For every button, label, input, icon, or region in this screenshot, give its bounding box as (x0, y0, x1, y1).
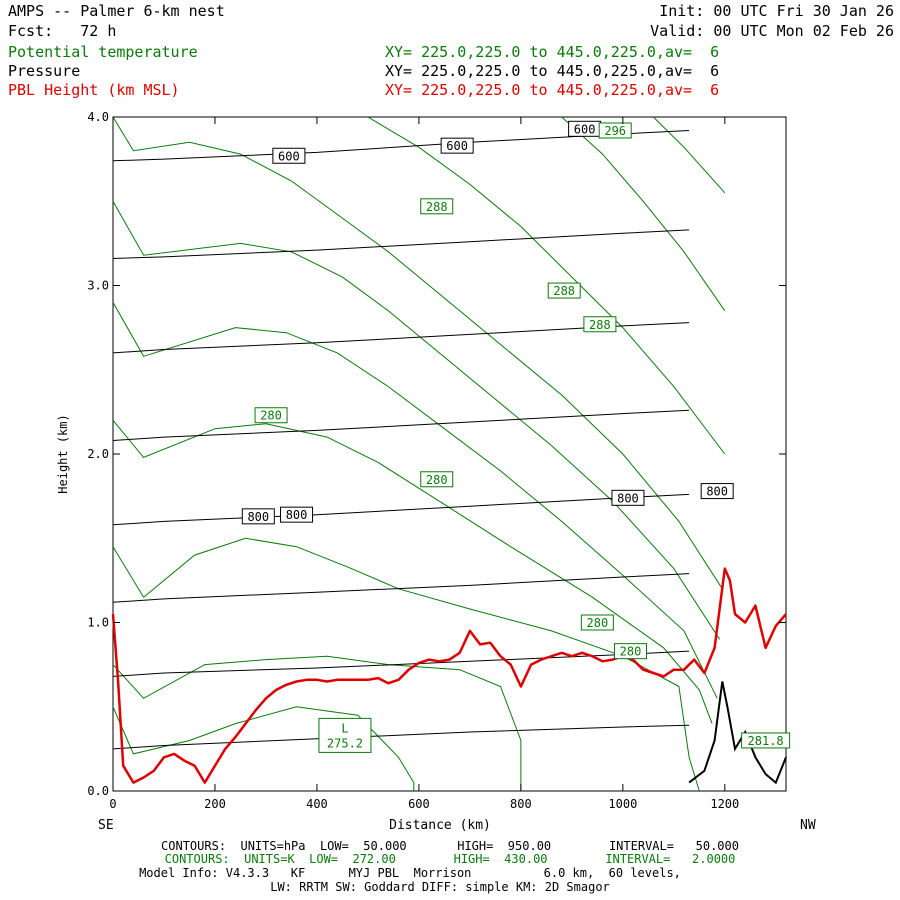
legend-pressure-xy: XY= 225.0,225.0 to 445.0,225.0,av= 6 (385, 62, 720, 80)
pressure-terrain-contour (688, 681, 787, 785)
theta-label-8-box (741, 732, 791, 749)
init-time: Init: 00 UTC Fri 30 Jan 26 (659, 2, 894, 20)
pressure-contour-6 (112, 229, 690, 259)
y-tick-label-2: 2.0 (87, 447, 109, 461)
x-tick-label-4: 800 (510, 797, 532, 811)
theta-label-7: 280 (620, 645, 642, 659)
theta-contour-4 (112, 302, 718, 699)
footer-theta-contours: CONTOURS: UNITS=K LOW= 272.00 HIGH= 430.… (164, 852, 736, 866)
theta-contour-0 (112, 706, 415, 791)
pressure-contour-2 (112, 573, 690, 603)
legend-pbl-name: PBL Height (km MSL) (8, 81, 180, 99)
y-tick-label-1: 1.0 (87, 616, 109, 630)
pressure-label-0: 600 (278, 149, 300, 163)
pbl-height-line (111, 567, 787, 784)
pressure-label-5-box (611, 489, 645, 506)
x-tick-label-5: 1000 (608, 797, 637, 811)
pressure-label-6: 800 (706, 485, 728, 499)
valid-time: Valid: 00 UTC Mon 02 Feb 26 (650, 22, 894, 40)
theta-contour-6 (112, 116, 723, 590)
theta-label-1-box (547, 282, 581, 299)
pressure-label-2: 600 (574, 122, 596, 136)
theta-label-8: 281.8 (748, 734, 784, 748)
low-center-symbol: L (341, 721, 348, 735)
pressure-label-3: 800 (247, 510, 269, 524)
theta-label-5-box (420, 471, 454, 488)
theta-contour-3 (112, 419, 713, 724)
theta-label-6-box (580, 614, 614, 631)
pressure-label-6-box (700, 483, 734, 500)
legend-pressure-name: Pressure (8, 62, 81, 80)
theta-label-2-box (583, 316, 617, 333)
pressure-label-1: 600 (446, 139, 468, 153)
theta-label-1: 288 (553, 284, 575, 298)
pressure-contour-3 (112, 493, 690, 526)
pressure-label-1-box (440, 137, 474, 154)
footer-physics-info: LW: RRTM SW: Goddard DIFF: simple KM: 2D… (270, 880, 610, 894)
y-tick-label-3: 3.0 (87, 279, 109, 293)
x-tick-label-6: 1200 (710, 797, 739, 811)
pressure-contour-5 (112, 322, 690, 354)
x-axis-label: Distance (km) (389, 818, 491, 833)
y-tick-label-0: 0.0 (87, 784, 109, 798)
theta-label-0-box (420, 198, 454, 215)
x-tick-label-2: 400 (306, 797, 328, 811)
x-tick-label-3: 600 (408, 797, 430, 811)
y-axis-label: Height (km) (56, 414, 70, 493)
theta-label-0: 288 (426, 200, 448, 214)
theta-contour-7 (367, 116, 726, 455)
theta-contour-9 (653, 116, 726, 194)
plot-frame (112, 116, 787, 792)
chart-title: AMPS -- Palmer 6-km nest (8, 2, 225, 20)
footer-pressure-contours: CONTOURS: UNITS=hPa LOW= 50.000 HIGH= 95… (161, 839, 739, 853)
theta-contour-5 (112, 201, 721, 640)
pressure-contour-0 (112, 724, 690, 750)
pressure-contour-1 (112, 650, 690, 677)
theta-label-3-box (598, 122, 632, 139)
pressure-label-4: 800 (286, 508, 308, 522)
x-left-end-label: SE (98, 818, 114, 833)
theta-label-7-box (613, 643, 647, 660)
low-center-value: 275.2 (327, 736, 363, 750)
theta-contour-2 (112, 537, 700, 792)
legend-pbl-xy: XY= 225.0,225.0 to 445.0,225.0,av= 6 (385, 81, 720, 99)
x-tick-label-0: 0 (109, 797, 116, 811)
pressure-label-3-box (241, 508, 275, 525)
theta-label-6: 280 (587, 616, 609, 630)
theta-contour-1 (112, 655, 522, 791)
theta-label-5: 280 (426, 473, 448, 487)
pressure-contour-7 (112, 130, 690, 162)
legend-theta-xy: XY= 225.0,225.0 to 445.0,225.0,av= 6 (385, 43, 720, 61)
theta-contour-8 (561, 116, 726, 312)
pressure-contour-4 (112, 409, 690, 441)
legend-theta-name: Potential temperature (8, 43, 198, 61)
forecast-hour: Fcst: 72 h (8, 22, 117, 40)
pressure-label-5: 800 (617, 491, 639, 505)
x-right-end-label: NW (800, 818, 816, 833)
footer-model-info: Model Info: V4.3.3 KF MYJ PBL Morrison 6… (139, 866, 681, 880)
theta-label-2: 288 (589, 318, 611, 332)
pressure-label-4-box (280, 506, 314, 523)
theta-label-4-box (254, 407, 288, 424)
y-tick-label-4: 4.0 (87, 110, 109, 124)
low-center-box (318, 717, 372, 753)
theta-label-3: 296 (604, 124, 626, 138)
theta-label-4: 280 (260, 409, 282, 423)
x-tick-label-1: 200 (204, 797, 226, 811)
pressure-label-0-box (272, 147, 306, 164)
